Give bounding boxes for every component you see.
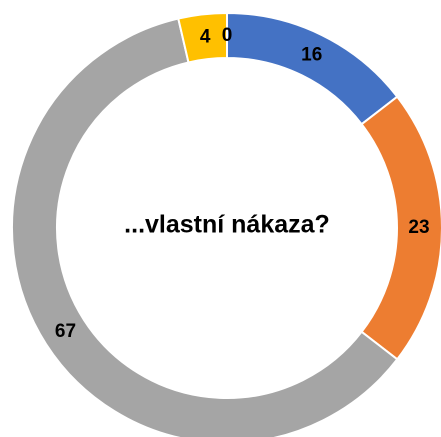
donut-segment: [11, 17, 399, 437]
chart-title: ...vlastní nákaza?: [124, 211, 330, 239]
data-label: 67: [55, 321, 76, 342]
data-label: 23: [408, 217, 429, 238]
data-label: 0: [222, 25, 233, 46]
data-label: 4: [200, 26, 211, 47]
data-label: 16: [301, 45, 322, 66]
donut-segment: [226, 11, 399, 126]
